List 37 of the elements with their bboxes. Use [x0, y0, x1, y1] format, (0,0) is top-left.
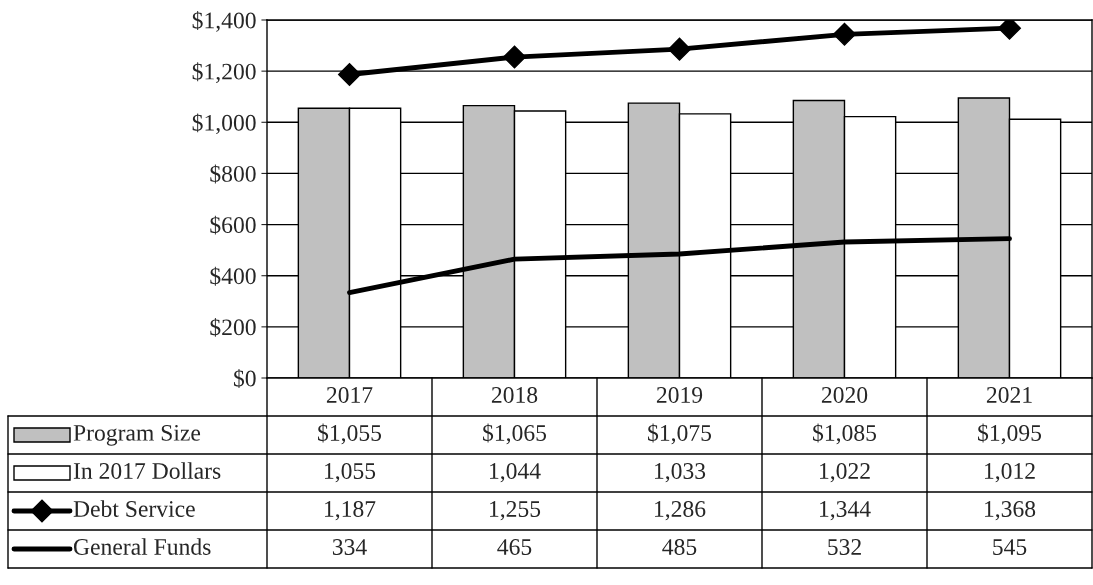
y-tick-label: $1,400: [192, 11, 256, 32]
y-tick-label: $400: [210, 266, 256, 286]
x-tick-label: 2021: [986, 386, 1032, 403]
data-label: $1,085: [813, 423, 877, 445]
data-label: 1,033: [655, 462, 706, 483]
legend-label: Debt Service: [73, 500, 195, 517]
y-tick-label: $1,200: [192, 62, 256, 83]
x-tick-label: 2020: [821, 386, 868, 403]
y-tick-label: $600: [210, 215, 256, 235]
data-label: 1,187: [325, 500, 376, 521]
y-tick-label: $0: [233, 369, 256, 388]
x-tick-label: 2019: [656, 386, 703, 403]
legend-label: Program Size: [73, 424, 201, 446]
data-label: 532: [828, 539, 861, 555]
data-label: 1,055: [325, 462, 376, 483]
data-label: 485: [662, 538, 697, 555]
legend-label: In 2017 Dollars: [73, 462, 221, 479]
x-tick-label: 2017: [326, 386, 373, 403]
data-label: 1,344: [820, 501, 871, 521]
data-label: 545: [993, 539, 1027, 555]
x-tick-label: 2018: [491, 386, 538, 403]
data-label: 334: [332, 539, 367, 555]
data-label: 465: [497, 539, 532, 555]
data-label: $1,095: [978, 423, 1042, 445]
data-label: $1,075: [648, 423, 712, 445]
data-label: $1,055: [318, 423, 382, 445]
data-label: 1,012: [985, 462, 1035, 483]
data-label: 1,368: [985, 500, 1036, 521]
data-label: $1,065: [483, 423, 547, 445]
y-tick-label: $1,000: [192, 113, 256, 135]
data-label: 1,022: [820, 462, 870, 483]
y-tick-label: $800: [210, 164, 256, 184]
data-label: 1,044: [490, 462, 541, 483]
data-label: 1,286: [655, 500, 706, 521]
data-label: 1,255: [490, 501, 541, 521]
legend-label: General Funds: [73, 538, 211, 555]
y-tick-label: $200: [210, 317, 256, 337]
